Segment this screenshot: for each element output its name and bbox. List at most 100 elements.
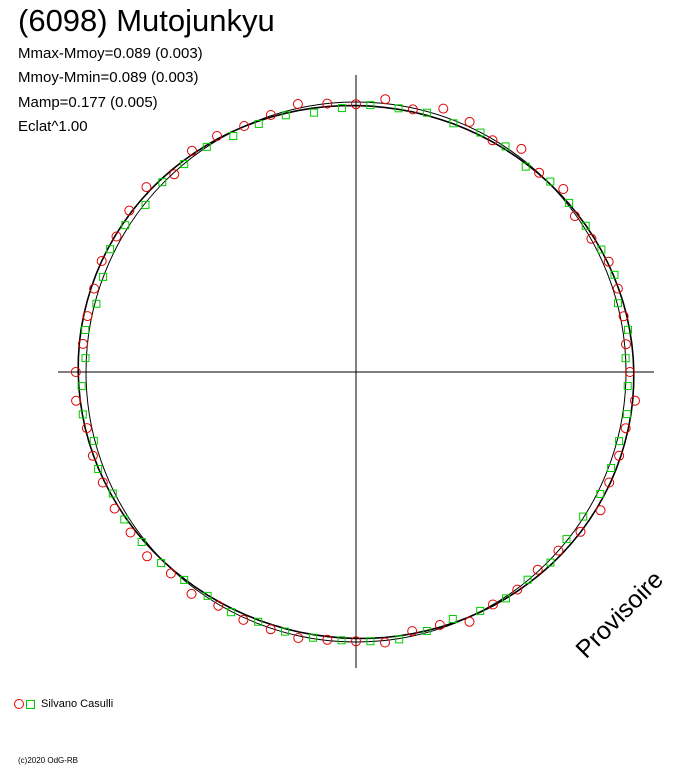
data-point-square — [624, 325, 632, 334]
data-point-circle — [434, 620, 445, 630]
data-point-square — [337, 104, 346, 113]
data-point-circle — [238, 614, 249, 625]
data-point-square — [422, 108, 431, 117]
data-point-square — [501, 142, 510, 151]
data-point-circle — [96, 256, 107, 266]
stat-mamp: Mamp=0.177 (0.005) — [18, 94, 158, 111]
data-point-circle — [487, 135, 498, 146]
data-point-square — [310, 108, 319, 117]
data-point-square — [395, 635, 404, 644]
data-point-square — [92, 299, 101, 308]
data-point-square — [523, 575, 532, 584]
data-point-square — [394, 104, 403, 113]
stat-mmoy-mmin: Mmoy-Mmin=0.089 (0.003) — [18, 69, 199, 86]
data-point-square — [579, 512, 588, 521]
data-point-square — [180, 160, 189, 169]
data-point-circle — [620, 423, 631, 434]
data-point-square — [546, 177, 555, 186]
data-point-circle — [604, 477, 615, 488]
data-point-square — [366, 637, 375, 646]
data-point-circle — [125, 527, 136, 538]
data-point-circle — [558, 184, 569, 194]
data-point-square — [521, 162, 530, 171]
legend: Silvano Casulli — [14, 697, 113, 711]
data-point-square — [581, 221, 590, 230]
data-point-square — [281, 111, 290, 120]
data-point-circle — [618, 311, 629, 322]
data-point-square — [565, 198, 574, 207]
data-point-square — [99, 272, 108, 281]
data-point-square — [180, 575, 189, 584]
data-point-square — [281, 627, 289, 636]
data-point-square — [309, 633, 318, 642]
data-point-circle — [380, 637, 390, 648]
data-markers — [70, 94, 640, 648]
data-point-square — [621, 354, 630, 363]
data-point-circle — [614, 450, 625, 461]
data-point-square — [476, 606, 485, 615]
data-point-circle — [516, 143, 527, 154]
data-point-circle — [351, 636, 361, 647]
data-point-circle — [165, 568, 176, 579]
data-point-square — [476, 128, 485, 137]
data-point-circle — [70, 367, 81, 377]
data-point-square — [227, 608, 236, 617]
data-point-circle — [82, 311, 93, 322]
data-point-square — [610, 270, 619, 279]
data-point-circle — [111, 231, 122, 242]
data-point-circle — [292, 99, 303, 109]
data-point-circle — [293, 633, 304, 643]
data-point-circle — [239, 121, 250, 131]
data-point-square — [449, 119, 458, 128]
legend-circle-marker — [14, 699, 24, 710]
data-point-square — [623, 410, 632, 419]
data-point-square — [614, 299, 622, 308]
data-point-circle — [89, 283, 100, 294]
data-point-square — [94, 465, 103, 473]
data-point-circle — [569, 211, 580, 222]
data-point-circle — [186, 588, 197, 599]
data-point-circle — [141, 182, 152, 193]
data-point-circle — [78, 338, 88, 349]
data-point-square — [158, 178, 167, 187]
legend-square-marker — [26, 699, 35, 709]
data-point-circle — [265, 624, 276, 635]
data-point-square — [120, 515, 129, 524]
data-point-circle — [97, 477, 108, 488]
data-point-square — [137, 538, 146, 546]
data-point-square — [121, 221, 130, 230]
data-point-square — [202, 142, 211, 151]
data-point-square — [597, 245, 606, 254]
data-point-square — [546, 558, 555, 567]
data-point-circle — [464, 616, 475, 627]
data-point-square — [254, 617, 263, 626]
copyright-text: (c)2020 OdG-RB — [18, 756, 79, 765]
data-point-circle — [109, 503, 120, 514]
data-point-square — [78, 410, 87, 419]
data-point-square — [157, 559, 166, 568]
data-point-circle — [81, 423, 92, 434]
data-point-circle — [621, 339, 631, 350]
data-point-circle — [142, 551, 153, 562]
data-point-square — [254, 119, 263, 128]
data-point-circle — [407, 626, 418, 637]
data-point-square — [89, 436, 98, 445]
data-point-circle — [624, 367, 635, 377]
data-point-circle — [534, 167, 545, 178]
data-point-circle — [351, 99, 361, 110]
data-point-square — [448, 615, 457, 623]
stat-eclat: Eclat^1.00 — [18, 118, 88, 135]
data-point-square — [229, 132, 238, 140]
data-point-circle — [630, 395, 640, 406]
data-point-circle — [532, 564, 543, 575]
data-point-square — [623, 382, 632, 390]
data-point-square — [106, 245, 115, 254]
data-point-circle — [407, 104, 418, 115]
data-point-circle — [553, 545, 564, 556]
data-point-square — [366, 101, 375, 110]
data-point-square — [81, 354, 90, 363]
data-point-circle — [488, 599, 498, 610]
data-point-circle — [71, 395, 82, 406]
data-point-circle — [322, 634, 333, 645]
data-point-square — [108, 489, 117, 498]
